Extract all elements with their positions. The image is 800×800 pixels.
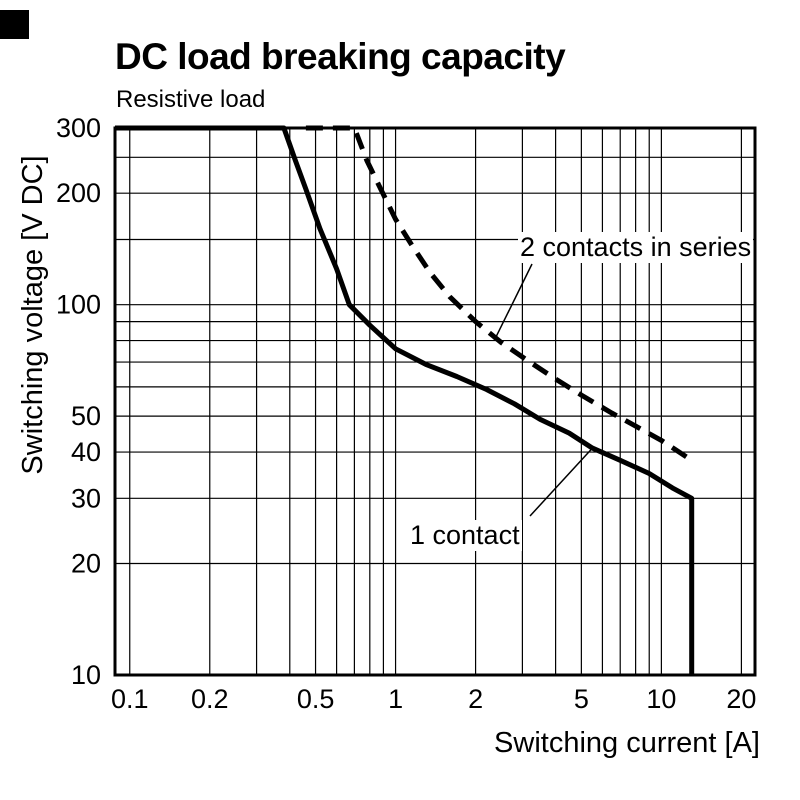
svg-text:5: 5 <box>574 684 589 714</box>
svg-text:30: 30 <box>71 483 101 513</box>
svg-text:0.2: 0.2 <box>191 684 229 714</box>
annotation-2-contacts-in-series: 2 contacts in series <box>518 232 754 263</box>
svg-text:10: 10 <box>71 660 101 690</box>
svg-text:40: 40 <box>71 437 101 467</box>
svg-text:0.5: 0.5 <box>297 684 335 714</box>
svg-text:200: 200 <box>56 178 101 208</box>
svg-text:300: 300 <box>56 113 101 143</box>
svg-text:20: 20 <box>726 684 756 714</box>
svg-text:1: 1 <box>388 684 403 714</box>
svg-text:2: 2 <box>468 684 483 714</box>
chart-title: DC load breaking capacity <box>115 36 566 77</box>
annotation-1-contact: 1 contact <box>408 520 522 551</box>
svg-text:0.1: 0.1 <box>111 684 149 714</box>
svg-text:50: 50 <box>71 401 101 431</box>
corner-mark <box>0 10 29 39</box>
svg-text:20: 20 <box>71 549 101 579</box>
x-axis-label: Switching current [A] <box>494 727 760 759</box>
svg-text:100: 100 <box>56 290 101 320</box>
chart-subtitle: Resistive load <box>116 86 266 113</box>
y-axis-label: Switching voltage [V DC] <box>17 155 49 475</box>
svg-text:10: 10 <box>646 684 676 714</box>
